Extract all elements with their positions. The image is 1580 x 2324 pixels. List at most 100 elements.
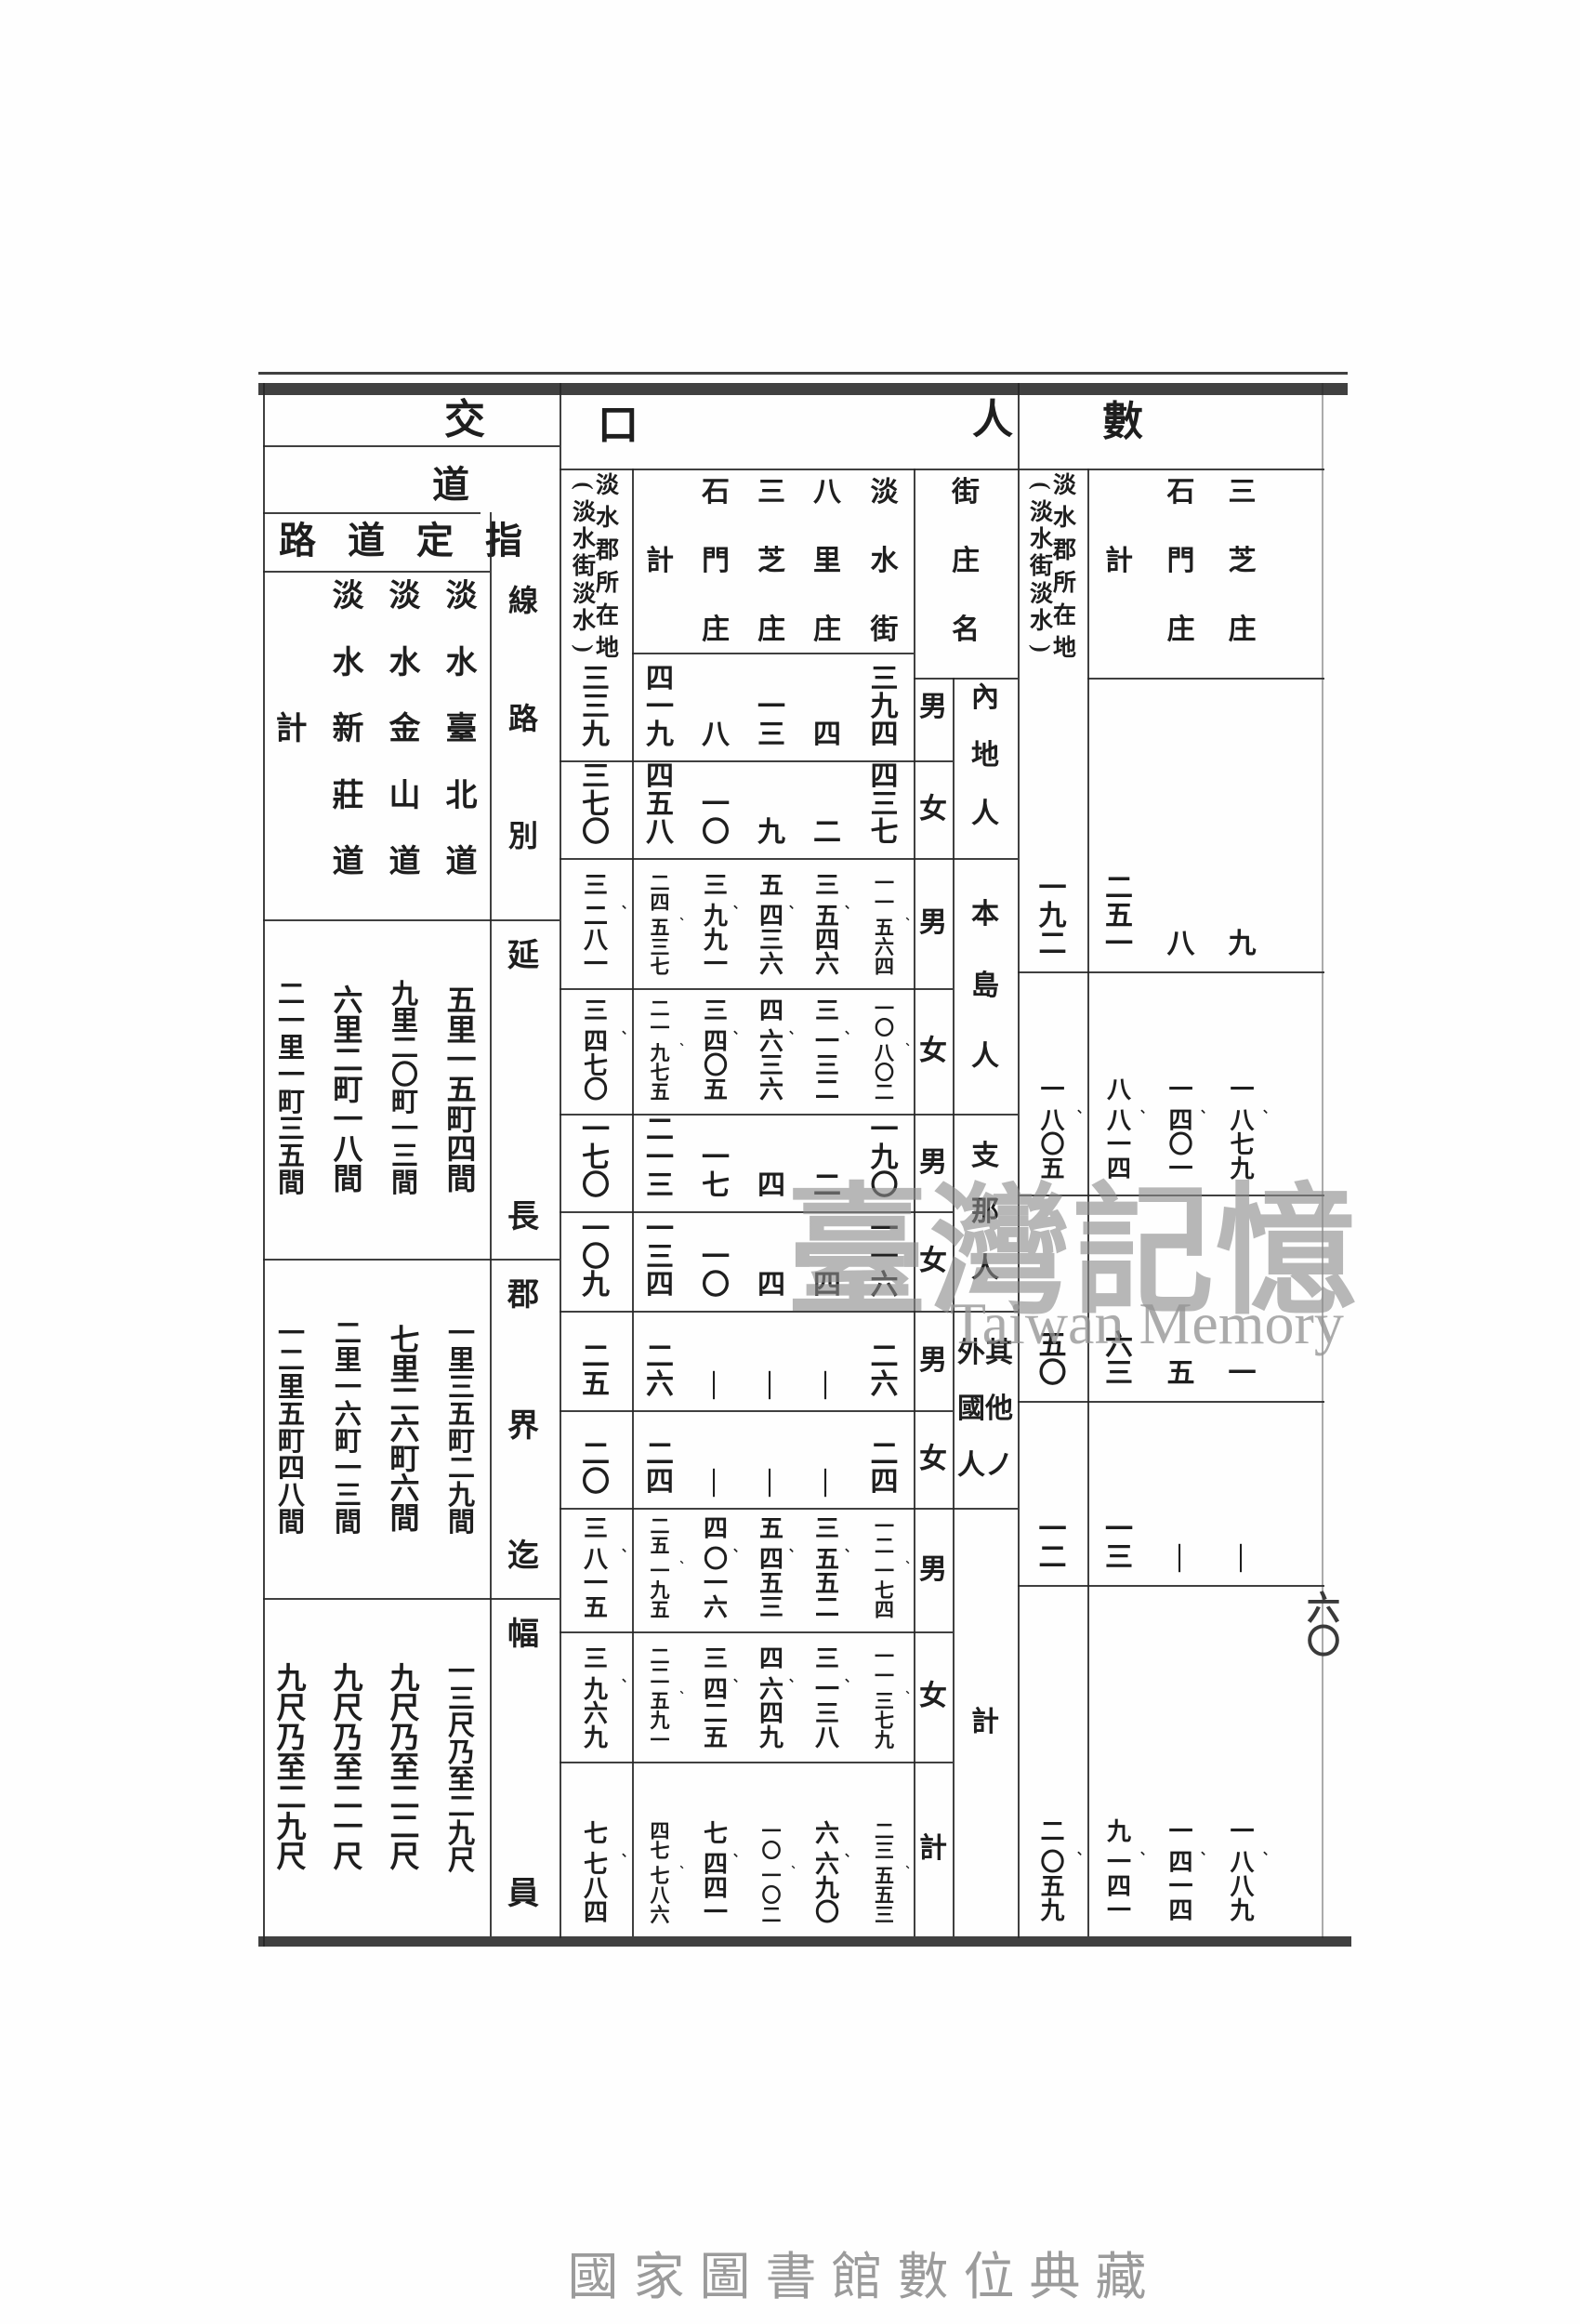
glyph: — [701,1469,731,1497]
glyph: 四 [1168,1849,1193,1876]
glyph: 六 [703,1594,728,1621]
population-value: 二六 [855,1314,914,1406]
glyph: 芝 [1228,546,1257,576]
glyph: 、 [621,1844,634,1859]
population-value: 四、六三六 [744,992,801,1110]
glyph: 間 [277,1507,305,1538]
glyph: 九 [703,927,728,954]
glyph: 町 [334,1426,362,1457]
glyph: 七 [702,1170,730,1201]
population-value: 一〇九 [560,1215,632,1307]
road-measure-value: 一二里五町四八間 [263,1286,320,1571]
glyph: 二 [650,872,670,895]
population-value: 一七〇 [560,1116,632,1208]
glyph: 一 [1105,929,1133,959]
vertical-text-line: 淡水郡所在地 [596,474,619,660]
designated-roads-band: 指定道路 [279,522,522,563]
glyph: 間 [333,1161,363,1195]
glyph: 五 [650,1081,670,1103]
glyph: ) [571,644,597,653]
glyph: 、 [621,1022,634,1037]
glyph: 五 [650,1599,670,1621]
population-value: 二 [799,1117,855,1208]
glyph: 淡 [870,477,899,508]
glyph: 地 [971,740,999,771]
glyph: 一 [277,1318,305,1349]
road-measure-value: 一三尺乃至二九尺 [433,1625,490,1908]
glyph: 二 [814,1076,839,1103]
glyph: 所 [1053,571,1077,596]
glyph: 、 [905,1860,916,1871]
glyph: 五 [814,903,839,930]
glyph: 尺 [447,1710,475,1741]
sex-label: 女 [914,1410,953,1508]
road-name: 淡水新莊道 [320,581,376,878]
glyph: 二 [870,1439,899,1470]
glyph: 水 [572,608,596,634]
glyph: 八 [702,720,730,750]
population-value: 一九〇 [855,1116,914,1208]
glyph: 間 [277,1168,305,1198]
road-line-column-label: 線路別 [502,586,545,851]
glyph: 一 [702,1142,730,1173]
glyph: 山 [388,778,421,813]
glyph: 七 [650,1840,670,1863]
glyph: 八 [583,927,608,954]
glyph: 淡 [572,581,596,607]
glyph: 四 [650,1820,670,1843]
glyph: 八 [646,817,674,848]
population-value: 二四、五三七 [632,862,691,984]
glyph: 、 [621,896,634,911]
glyph: 三 [646,1242,674,1273]
table-rule-vertical [560,383,561,1938]
glyph: 〇 [703,1546,728,1573]
glyph: 六 [814,951,839,978]
vertical-text-line: 計 [971,1508,999,1936]
table-rule-horizontal [263,571,490,573]
glyph: 一 [1040,1076,1065,1103]
glyph: 三 [703,871,728,899]
table-rule-horizontal [953,1508,1018,1510]
glyph: 道 [388,845,421,879]
glyph: 一 [646,1214,674,1245]
glyph: 三 [334,1480,362,1511]
glyph: 尺 [447,1845,475,1876]
household-value: 八、八一四 [1087,975,1152,1191]
sex-label: 女 [914,1631,953,1762]
population-value: 一一六 [855,1215,914,1307]
glyph: 水 [572,527,596,553]
glyph: 八 [1040,1107,1065,1134]
road-measure-value: 一里三五町二九間 [433,1286,490,1571]
glyph: 四 [814,927,839,954]
glyph: 一 [446,1042,477,1076]
glyph: 八 [650,1884,670,1907]
glyph: 員 [507,1877,539,1911]
glyph: 九 [276,1660,307,1695]
glyph: 、 [1262,1101,1275,1116]
glyph: 一 [814,1028,839,1055]
glyph: 三 [814,1644,839,1672]
glyph: 一 [583,951,608,978]
table-rule-horizontal [560,1631,953,1633]
glyph: 三 [447,1372,475,1403]
glyph: 一 [334,1453,362,1484]
vertical-text-line: (淡水街淡水) [571,474,597,660]
glyph: 四 [703,1676,728,1703]
glyph: 二 [447,1791,475,1822]
population-value: 四 [744,1117,799,1208]
household-value: 一九二 [1018,682,1087,968]
population-value: 三、九六九 [560,1635,634,1758]
glyph: 計 [1105,546,1133,576]
glyph: 、 [788,1670,801,1684]
glyph: 五 [758,1570,783,1597]
glyph: 一 [875,1665,894,1688]
glyph: 町 [390,1087,418,1117]
glyph: 、 [679,912,691,923]
town-header: 石門庄 [688,479,744,644]
sex-label: 男 [914,858,953,988]
glyph: 三 [703,1644,728,1672]
glyph: 至 [276,1750,307,1784]
table-rule-horizontal [263,1259,560,1261]
population-value: 三、九九一 [688,862,745,984]
glyph: 淡 [596,473,620,498]
